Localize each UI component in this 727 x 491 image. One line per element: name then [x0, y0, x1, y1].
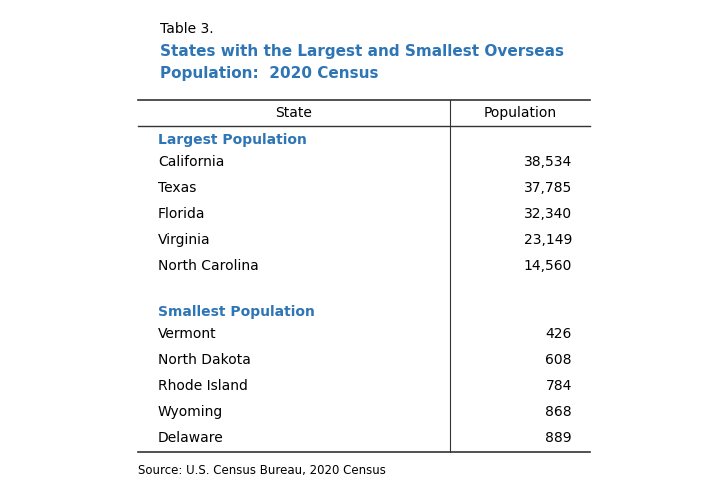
- Text: 426: 426: [546, 327, 572, 341]
- Text: 608: 608: [545, 353, 572, 367]
- Text: Delaware: Delaware: [158, 431, 224, 445]
- Text: 37,785: 37,785: [523, 181, 572, 195]
- Text: States with the Largest and Smallest Overseas: States with the Largest and Smallest Ove…: [160, 44, 564, 59]
- Text: Texas: Texas: [158, 181, 196, 195]
- Text: Population: Population: [483, 106, 557, 120]
- Text: 14,560: 14,560: [523, 259, 572, 273]
- Text: Rhode Island: Rhode Island: [158, 379, 248, 393]
- Text: 868: 868: [545, 405, 572, 419]
- Text: Vermont: Vermont: [158, 327, 217, 341]
- Text: Virginia: Virginia: [158, 233, 211, 247]
- Text: Smallest Population: Smallest Population: [158, 305, 315, 319]
- Text: Population:  2020 Census: Population: 2020 Census: [160, 66, 379, 81]
- Text: 38,534: 38,534: [523, 155, 572, 169]
- Text: Largest Population: Largest Population: [158, 133, 307, 147]
- Text: 889: 889: [545, 431, 572, 445]
- Text: North Carolina: North Carolina: [158, 259, 259, 273]
- Text: North Dakota: North Dakota: [158, 353, 251, 367]
- Text: Table 3.: Table 3.: [160, 22, 214, 36]
- Text: 23,149: 23,149: [523, 233, 572, 247]
- Text: State: State: [276, 106, 313, 120]
- Text: Source: U.S. Census Bureau, 2020 Census: Source: U.S. Census Bureau, 2020 Census: [138, 464, 386, 477]
- Text: 32,340: 32,340: [524, 207, 572, 221]
- Text: California: California: [158, 155, 225, 169]
- Text: Florida: Florida: [158, 207, 206, 221]
- Text: 784: 784: [546, 379, 572, 393]
- Text: Wyoming: Wyoming: [158, 405, 223, 419]
